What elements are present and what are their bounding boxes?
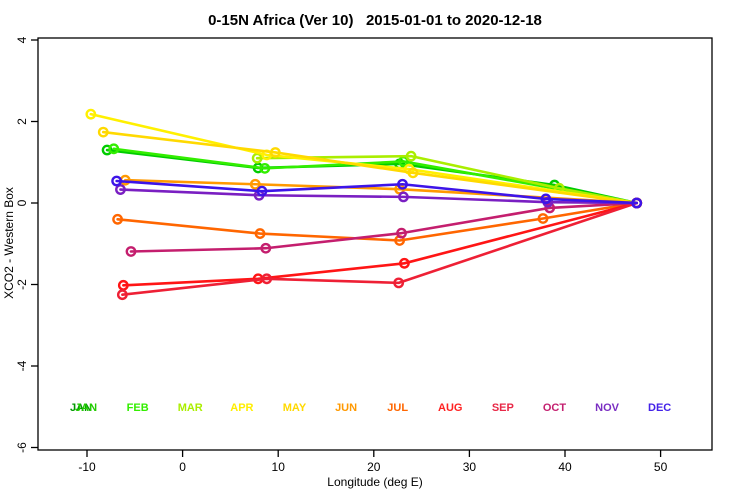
legend-month-label: MAR	[178, 402, 203, 414]
x-tick-label: 20	[367, 460, 381, 474]
chart-title: 0-15N Africa (Ver 10) 2015-01-01 to 2020…	[208, 12, 542, 29]
x-tick-label: 10	[272, 460, 286, 474]
y-tick-label: 0	[15, 199, 29, 206]
legend-month-label: JUL	[387, 402, 408, 414]
series-line-mar	[255, 154, 639, 205]
data-point-may	[407, 167, 419, 179]
y-tick-label: -2	[15, 279, 29, 290]
data-point-dec	[111, 175, 123, 187]
series-line-nov	[119, 188, 639, 205]
data-point-dec	[631, 197, 643, 209]
series-line-feb	[112, 147, 639, 205]
data-point-dec	[540, 193, 552, 205]
legend-month-label: JAN	[75, 402, 97, 414]
data-point-jan	[101, 144, 113, 156]
x-tick-label: 50	[654, 460, 668, 474]
data-point-dec	[256, 185, 268, 197]
data-point-may	[97, 126, 109, 138]
x-tick-label: 0	[179, 460, 186, 474]
data-point-jul	[112, 213, 123, 225]
legend-month-label: APR	[230, 402, 253, 414]
data-point-oct	[544, 202, 556, 214]
y-axis-title: XCO2 - Western Box	[2, 187, 16, 299]
y-tick-label: -4	[15, 360, 29, 371]
legend-month-label: JUN	[335, 402, 357, 414]
plot-box	[37, 37, 713, 451]
data-point-may	[269, 147, 281, 158]
y-tick-label: -6	[15, 442, 29, 453]
series-line-aug	[122, 201, 639, 287]
y-tick-label: 2	[15, 118, 29, 125]
legend-month-label: MAY	[283, 402, 307, 414]
data-point-oct	[260, 242, 272, 254]
x-tick-label: -10	[78, 460, 96, 474]
data-point-jun	[249, 178, 261, 190]
series-line-sep	[121, 201, 639, 296]
series-line-dec	[115, 179, 639, 205]
series-line-oct	[129, 201, 639, 253]
data-point-apr	[85, 108, 97, 120]
data-point-sep	[393, 277, 405, 289]
x-tick-label: 30	[463, 460, 477, 474]
data-point-jul	[537, 213, 549, 224]
data-point-feb	[108, 143, 120, 155]
data-point-oct	[396, 227, 407, 239]
data-point-feb	[259, 162, 271, 174]
x-tick-label: 40	[558, 460, 572, 474]
data-point-oct	[125, 246, 137, 257]
legend-month-label: FEB	[127, 402, 149, 414]
x-axis-title: Longitude (deg E)	[327, 475, 422, 489]
data-point-sep	[116, 289, 128, 301]
data-point-aug	[398, 257, 410, 269]
data-point-nov	[398, 191, 409, 203]
series-line-may	[101, 130, 639, 205]
legend-month-label: SEP	[492, 402, 514, 414]
legend-month-label-shadow: JAN	[70, 402, 92, 414]
legend-month-label: DEC	[648, 402, 671, 414]
series-line-jul	[116, 201, 639, 242]
data-point-sep	[261, 273, 273, 285]
data-point-nov	[115, 184, 126, 195]
legend-month-label: AUG	[438, 402, 462, 414]
data-point-mar	[405, 150, 417, 162]
legend-month-label: OCT	[543, 402, 567, 414]
y-tick-label: 4	[15, 36, 29, 43]
legend-month-label: NOV	[595, 402, 620, 414]
data-point-jul	[254, 228, 266, 239]
data-point-dec	[397, 178, 408, 190]
